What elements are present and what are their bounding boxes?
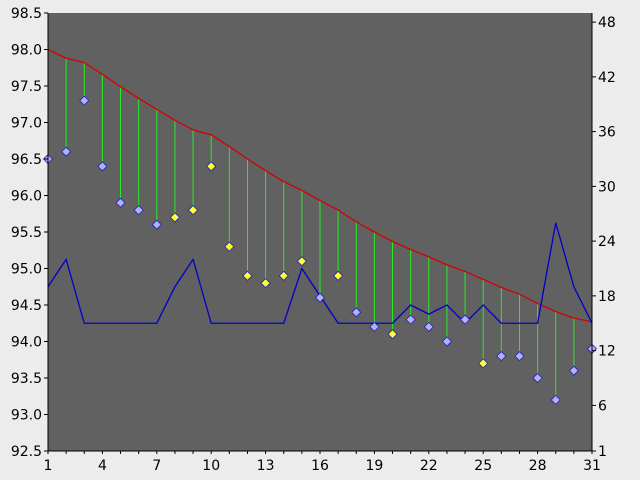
data-point: [351, 307, 362, 318]
right-tick-label: 24: [598, 234, 616, 250]
data-point: [514, 351, 525, 362]
data-point: [97, 161, 108, 172]
data-point: [532, 372, 543, 384]
axes: [44, 12, 596, 454]
data-point: [260, 278, 271, 289]
data-point: [133, 205, 144, 216]
drop-lines: [47, 49, 593, 400]
data-point: [550, 394, 561, 405]
left-tick-label: 95.0: [11, 262, 42, 278]
left-tick-label: 94.5: [11, 298, 42, 314]
right-tick-label: 6: [598, 398, 607, 414]
right-tick-label: 12: [598, 344, 616, 360]
data-point: [79, 95, 90, 106]
data-markers: [42, 95, 598, 405]
data-point: [188, 205, 199, 216]
data-point: [423, 321, 434, 332]
data-point: [242, 270, 253, 281]
data-point: [61, 146, 72, 157]
data-point: [387, 329, 398, 340]
data-point: [369, 321, 380, 332]
data-point: [115, 197, 126, 208]
x-tick-label: 10: [202, 458, 220, 474]
data-point: [169, 212, 180, 223]
data-point: [441, 336, 452, 347]
x-tick-label: 16: [311, 458, 329, 474]
x-tick-label: 4: [98, 458, 107, 474]
data-point: [568, 365, 579, 376]
data-point: [460, 314, 471, 325]
x-tick-label: 7: [152, 458, 161, 474]
right-tick-label: 48: [598, 15, 616, 31]
x-tick-label: 28: [529, 458, 547, 474]
right-tick-label: 42: [598, 70, 616, 86]
x-tick-label: 13: [257, 458, 275, 474]
left-tick-label: 97.0: [11, 116, 42, 132]
data-point: [405, 314, 416, 325]
left-tick-label: 93.5: [11, 371, 42, 387]
left-tick-label: 96.5: [11, 152, 42, 168]
right-tick-label: 36: [598, 125, 616, 141]
data-point: [224, 241, 235, 252]
data-point: [206, 161, 217, 172]
data-point: [333, 270, 344, 281]
right-tick-label: 18: [598, 289, 616, 305]
left-tick-label: 92.5: [11, 444, 42, 460]
tick-labels: 92.5 93.0 93.5 94.0 94.5 95.0 95.5 96.0 96.5 97.0…: [11, 6, 616, 474]
series-line-upper: [47, 48, 593, 323]
left-tick-label: 94.0: [11, 335, 42, 351]
left-tick-label: 98.5: [11, 6, 42, 22]
data-point: [478, 358, 489, 369]
data-point: [278, 270, 289, 281]
left-tick-label: 96.0: [11, 189, 42, 205]
right-tick-label: 1: [598, 444, 607, 460]
data-point: [151, 219, 162, 230]
left-tick-label: 95.5: [11, 225, 42, 241]
x-tick-label: 22: [420, 458, 438, 474]
left-tick-label: 93.0: [11, 408, 42, 424]
left-tick-label: 97.5: [11, 79, 42, 95]
data-point: [296, 256, 307, 267]
right-tick-label: 30: [598, 179, 616, 195]
x-tick-label: 19: [365, 458, 383, 474]
data-point: [314, 292, 326, 303]
left-tick-label: 98.0: [11, 43, 42, 59]
data-point: [496, 351, 507, 362]
x-tick-label: 25: [474, 458, 492, 474]
x-tick-label: 31: [583, 458, 601, 474]
x-tick-label: 1: [44, 458, 53, 474]
